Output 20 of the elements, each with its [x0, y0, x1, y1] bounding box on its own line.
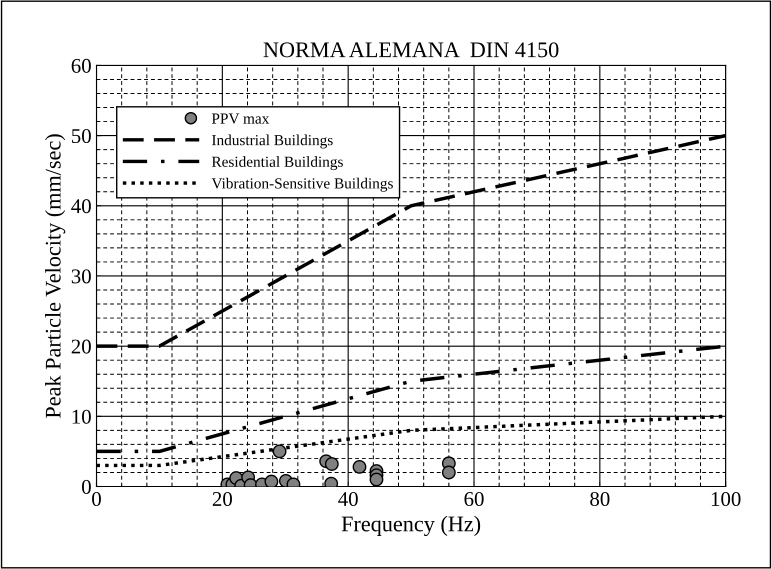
y-tick-label: 40	[71, 199, 91, 214]
y-tick-label: 50	[72, 128, 91, 144]
y-tick-label: 10	[72, 410, 91, 424]
chart-title: NORMA ALEMANA DIN 4150	[264, 42, 558, 58]
legend-label: Vibration-Sensitive Buildings	[212, 178, 393, 192]
x-tick-label: 80	[590, 492, 610, 506]
y-tick-label: 60	[72, 58, 91, 73]
y-axis-title: Peak Particle Velocity (mm/sec)	[45, 134, 66, 418]
y-tick-label: 20	[72, 340, 91, 354]
legend-label: PPV max	[212, 114, 270, 124]
x-axis-title: Frequency (Hz)	[342, 516, 480, 536]
y-tick-label: 0	[82, 480, 91, 494]
y-tick-label: 30	[72, 269, 91, 284]
x-tick-label: 60	[464, 492, 484, 506]
x-tick-label: 0	[92, 492, 101, 506]
legend-label: Industrial Buildings	[212, 134, 333, 148]
x-tick-label: 20	[212, 492, 232, 506]
x-tick-label: 100	[712, 492, 741, 506]
legend-label: Residential Buildings	[212, 156, 343, 170]
x-tick-label: 40	[338, 492, 358, 506]
